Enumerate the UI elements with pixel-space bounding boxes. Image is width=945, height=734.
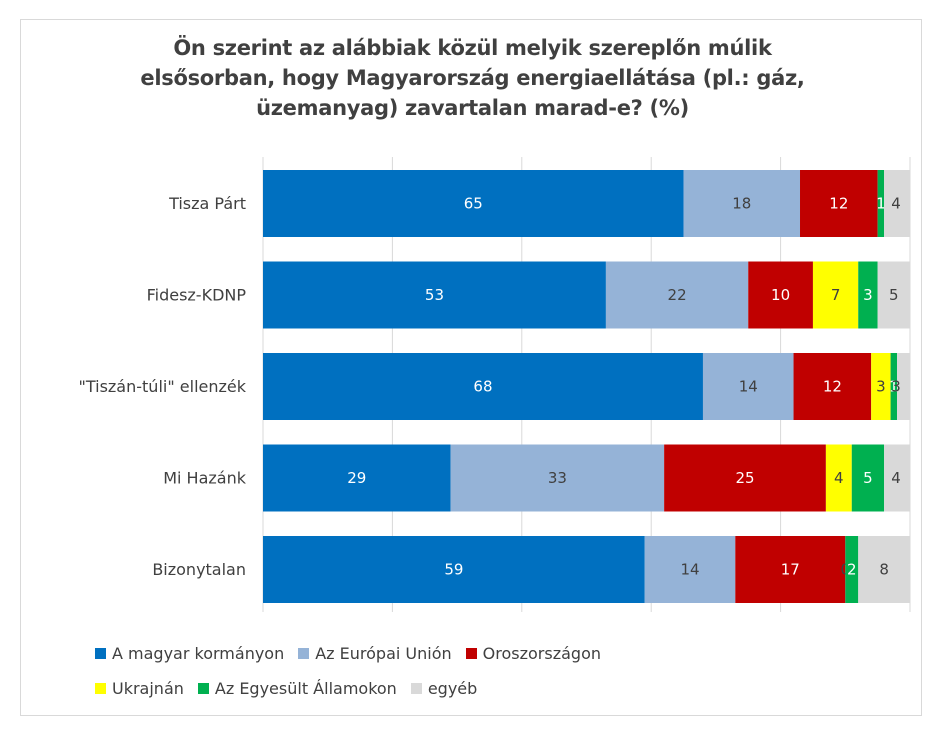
title-line-2: elsősorban, hogy Magyarország energiaell…	[140, 66, 805, 90]
data-label: 59	[444, 561, 463, 579]
data-label: 14	[739, 378, 758, 396]
legend-swatch	[465, 648, 477, 659]
legend-item: A magyar kormányon	[95, 644, 284, 663]
category-labels: Tisza Párt Fidesz-KDNP "Tiszán-túli" ellen…	[78, 194, 246, 579]
data-label: 5	[889, 286, 899, 304]
data-label: 1	[889, 378, 899, 396]
bar-segment	[851, 444, 885, 512]
data-label: 17	[781, 561, 800, 579]
bar-segment	[263, 353, 703, 420]
legend-label: Oroszországon	[482, 644, 601, 663]
bar-segment	[263, 261, 606, 329]
legend-item: Az Európai Unión	[298, 644, 452, 663]
title-line-1: Ön szerint az alábbiak közül melyik szer…	[173, 36, 772, 60]
legend-label: Az Európai Unión	[315, 644, 452, 663]
legend-row: Ukrajnán Az Egyesült Államokon egyéb	[95, 675, 815, 702]
legend-row: A magyar kormányon Az Európai Unión Oroszo…	[95, 640, 815, 667]
data-label: 1	[876, 195, 886, 213]
bar-segment	[793, 353, 872, 420]
legend-item: Ukrajnán	[95, 679, 184, 698]
bar-segment	[748, 261, 813, 329]
category-label: Tisza Párt	[168, 194, 246, 213]
legend-label: A magyar kormányon	[112, 644, 285, 663]
data-label: 18	[732, 195, 751, 213]
data-label: 3	[876, 378, 886, 396]
data-label: 4	[891, 469, 901, 487]
bar-segment	[644, 536, 736, 603]
legend-swatch	[95, 648, 106, 659]
legend-swatch	[95, 683, 106, 694]
category-label: Fidesz-KDNP	[147, 286, 247, 305]
bar-segment	[858, 261, 878, 329]
data-label: 14	[680, 561, 699, 579]
data-label: 29	[347, 469, 366, 487]
bar-segment	[825, 444, 852, 512]
legend-label: egyéb	[427, 679, 478, 698]
data-label: 7	[831, 286, 841, 304]
data-label: 68	[473, 378, 492, 396]
bar-segment	[263, 444, 451, 512]
bar-segment	[890, 353, 898, 420]
data-label: 2	[847, 561, 857, 579]
category-label: Bizonytalan	[152, 560, 246, 579]
bar-segment	[877, 261, 910, 329]
legend-item: Oroszországon	[465, 644, 601, 663]
legend-item: Az Egyesült Államokon	[197, 679, 397, 698]
legend: A magyar kormányon Az Európai Unión Oroszo…	[95, 640, 815, 710]
bar-segment	[450, 444, 665, 512]
legend-label: Az Egyesült Államokon	[214, 679, 397, 698]
bar-segment	[845, 536, 859, 603]
bar-segment	[263, 536, 645, 603]
bar-segment	[858, 536, 910, 603]
bar-segment	[877, 170, 885, 237]
data-label: 12	[829, 195, 848, 213]
bar-segment	[884, 444, 910, 512]
data-label: 12	[823, 378, 842, 396]
legend-swatch	[197, 683, 209, 694]
data-label: 53	[425, 286, 444, 304]
data-label: 8	[879, 561, 889, 579]
bar-segment	[605, 261, 749, 329]
bar-segment	[812, 261, 859, 329]
category-label: "Tiszán-túli" ellenzék	[78, 377, 246, 396]
data-label: 22	[668, 286, 687, 304]
data-label: 10	[771, 286, 790, 304]
legend-swatch	[410, 683, 422, 694]
data-label: 5	[863, 469, 873, 487]
data-label: 4	[891, 195, 901, 213]
bar-segment	[800, 170, 878, 237]
category-label: Mi Hazánk	[163, 469, 247, 488]
chart-title: Ön szerint az alábbiak közül melyik szer…	[0, 33, 945, 123]
bar-segment	[702, 353, 794, 420]
bar-segment	[884, 170, 910, 237]
bar-segment	[871, 353, 891, 420]
data-label: 3	[891, 378, 901, 396]
bar-segment	[683, 170, 801, 237]
bar-segment	[735, 536, 846, 603]
title-line-3: üzemanyag) zavartalan marad-e? (%)	[256, 96, 689, 120]
bar-segment	[897, 353, 910, 420]
bar-segment	[664, 444, 826, 512]
legend-swatch	[298, 648, 310, 659]
data-label: 65	[464, 195, 483, 213]
bar-segment	[263, 170, 684, 237]
data-label: 25	[735, 469, 754, 487]
data-label: 33	[548, 469, 567, 487]
legend-label: Ukrajnán	[112, 679, 184, 698]
data-label: 3	[863, 286, 873, 304]
data-label: 4	[834, 469, 844, 487]
legend-item: egyéb	[410, 679, 478, 698]
